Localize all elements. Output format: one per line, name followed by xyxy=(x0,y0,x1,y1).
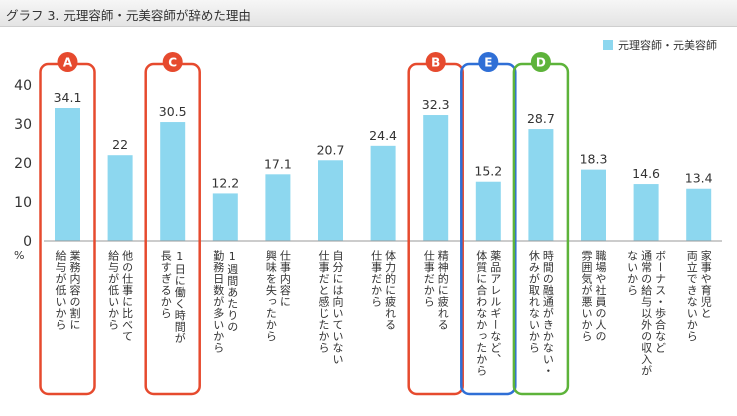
y-tick-label: 40 xyxy=(14,78,32,94)
title-bar: グラフ 3. 元理容師・元美容師が辞めた理由 xyxy=(0,0,737,27)
legend-label: 元理容師・元美容師 xyxy=(618,38,717,52)
category-label: 精神的に疲れる xyxy=(436,250,449,331)
highlight-badge-text: B xyxy=(431,56,440,70)
category-label: 給与が低いから xyxy=(107,249,120,331)
category-label: 薬品アレルギーなど、 xyxy=(489,250,502,365)
value-label: 22 xyxy=(112,137,128,152)
y-tick-label: 0 xyxy=(23,234,32,250)
highlight-badge-text: A xyxy=(63,56,73,70)
category-label: 時間の融通がきかない・ xyxy=(541,250,554,377)
bar-2 xyxy=(107,155,133,241)
category-label: 通常の給与以外の収入が xyxy=(640,250,653,377)
highlight-badge-c xyxy=(162,52,183,72)
bar-12 xyxy=(633,184,659,241)
category-label: 他の仕事に比べて xyxy=(121,250,134,342)
category-label: ボーナス・歩合など xyxy=(654,250,667,354)
legend-swatch xyxy=(603,40,613,50)
y-tick-label: 10 xyxy=(14,195,32,211)
category-label: 体力的に疲れる xyxy=(384,249,397,331)
bar-5 xyxy=(265,174,291,241)
highlight-badge-b xyxy=(425,52,446,72)
highlight-badge-a xyxy=(57,52,78,72)
bar-3 xyxy=(160,122,186,241)
category-label: 仕事だから xyxy=(422,250,435,308)
bar-7 xyxy=(370,145,396,241)
value-label: 13.4 xyxy=(685,171,713,186)
highlight-badge-text: E xyxy=(484,56,492,70)
value-label: 17.1 xyxy=(264,156,292,171)
value-label: 18.3 xyxy=(580,152,608,167)
category-label: 業務内容の割に xyxy=(68,250,81,331)
bar-4 xyxy=(212,193,238,241)
category-label: 仕事だと感じたから xyxy=(317,250,330,354)
value-label: 32.3 xyxy=(422,97,450,112)
category-label: 仕事内容に xyxy=(278,250,291,308)
category-label: 長すぎるから xyxy=(159,250,172,319)
category-label: 両立できないから xyxy=(685,250,698,342)
bar-11 xyxy=(581,169,606,241)
bar-10 xyxy=(528,129,554,241)
highlight-badge-text: D xyxy=(536,56,546,70)
bar-9 xyxy=(475,181,501,241)
category-label: 家事や育児と xyxy=(699,249,712,319)
chart-title: グラフ 3. 元理容師・元美容師が辞めた理由 xyxy=(6,8,251,23)
bar-8 xyxy=(423,115,449,241)
category-label: 興味を失ったから xyxy=(264,250,277,342)
category-label: 勤務日数が多いから xyxy=(212,250,225,354)
category-label: 自分には向いていない xyxy=(331,250,344,365)
value-label: 15.2 xyxy=(474,164,502,179)
value-label: 12.2 xyxy=(211,175,239,190)
y-tick-label: 30 xyxy=(14,117,32,133)
highlight-badge-e xyxy=(478,52,499,72)
category-label: 仕事だから xyxy=(370,250,383,308)
bar-6 xyxy=(318,160,343,241)
y-tick-label: 20 xyxy=(14,156,32,172)
category-label: 体質に合わなかったから xyxy=(475,249,488,377)
value-label: 14.6 xyxy=(632,166,660,181)
value-label: 20.7 xyxy=(317,142,345,157)
value-label: 34.1 xyxy=(54,90,82,105)
highlight-badge-text: C xyxy=(168,56,177,70)
highlight-badge-d xyxy=(530,52,551,72)
value-label: 28.7 xyxy=(527,111,555,126)
category-label: ないから xyxy=(626,250,639,296)
category-label: 職場や社員の人の xyxy=(594,250,607,342)
category-label: 休みが取れないから xyxy=(527,250,540,354)
bar-1 xyxy=(55,108,80,241)
category-label: 1日に働く時間が xyxy=(173,250,186,344)
y-axis-unit: % xyxy=(14,249,24,262)
category-label: 雰囲気が悪いから xyxy=(580,250,593,342)
bar-13 xyxy=(686,188,712,241)
value-label: 24.4 xyxy=(369,128,397,143)
category-label: 1週間あたりの xyxy=(226,250,239,333)
category-label: 給与が低いから xyxy=(54,249,67,331)
value-label: 30.5 xyxy=(159,104,187,119)
